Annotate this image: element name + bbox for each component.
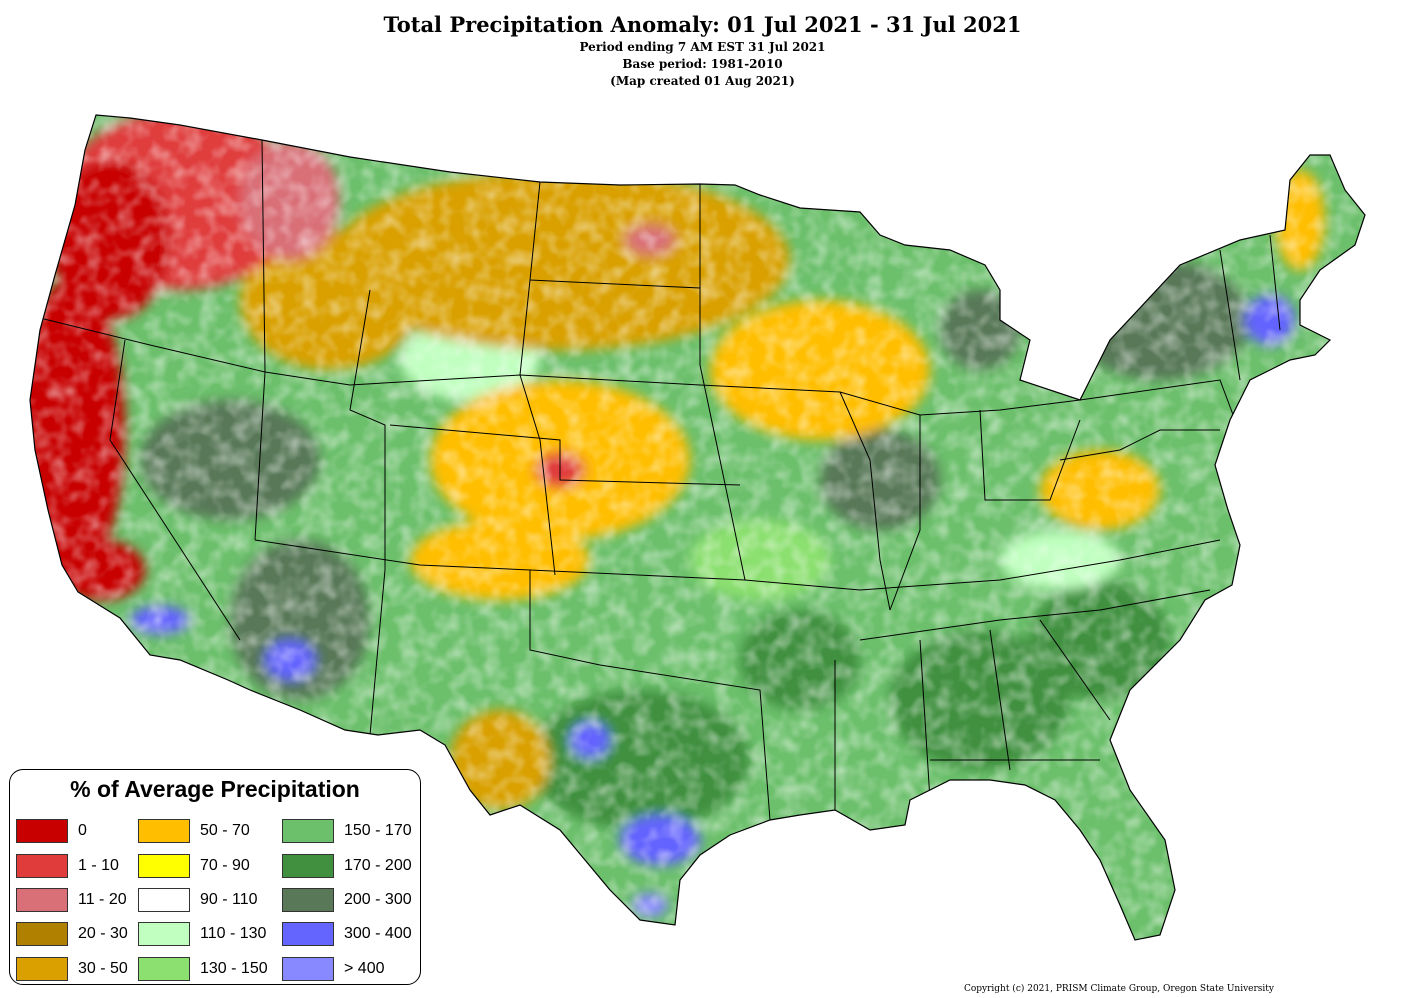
legend-swatch <box>282 888 334 912</box>
boundary-illinois-indiana <box>889 415 921 611</box>
legend-label: 20 - 30 <box>78 925 128 942</box>
legend-label: 170 - 200 <box>344 857 412 874</box>
boundary-wyoming-utah <box>349 289 386 570</box>
legend-swatch <box>138 854 190 878</box>
legend-title: % of Average Precipitation <box>70 776 360 802</box>
legend-swatch <box>138 922 190 946</box>
legend-swatch <box>282 854 334 878</box>
boundary-al-ga <box>989 629 1011 771</box>
state-boundaries <box>39 139 1281 821</box>
boundary-indiana-ohio <box>979 409 1081 501</box>
legend-swatch <box>138 819 190 843</box>
boundary-tn-south <box>859 589 1211 641</box>
legend-swatch <box>282 957 334 981</box>
boundary-iowa-illinois <box>839 391 891 611</box>
period-ending-line: Period ending 7 AM EST 31 Jul 2021 <box>579 40 826 54</box>
boundary-kentucky-tn <box>859 539 1221 591</box>
legend-label: 90 - 110 <box>200 891 258 908</box>
legend-swatch <box>16 888 68 912</box>
legend-label: 150 - 170 <box>344 822 412 839</box>
legend-swatch <box>16 957 68 981</box>
boundary-ca-nv <box>109 339 241 641</box>
boundary-ga-sc <box>1039 619 1111 721</box>
legend: % of Average Precipitation 0 1 - 10 11 - 2… <box>9 769 421 985</box>
boundary-co-ks <box>389 424 741 486</box>
boundary-ny-vt <box>1219 249 1241 381</box>
copyright-notice: Copyright (c) 2021, PRISM Climate Group,… <box>963 984 1274 994</box>
legend-label: 11 - 20 <box>78 891 127 908</box>
legend-label: 70 - 90 <box>200 857 250 874</box>
legend-swatch <box>16 854 68 878</box>
legend-label: 130 - 150 <box>200 960 268 977</box>
base-period-line: Base period: 1981-2010 <box>622 57 783 71</box>
boundary-wv-va <box>1059 429 1220 461</box>
legend-label: 110 - 130 <box>200 925 267 942</box>
legend-label: 300 - 400 <box>344 925 412 942</box>
map-title: Total Precipitation Anomaly: 01 Jul 2021… <box>383 12 1022 37</box>
legend-swatch <box>16 819 68 843</box>
legend-swatch <box>138 888 190 912</box>
boundary-nh-me <box>1269 234 1281 331</box>
legend-label: 30 - 50 <box>78 960 128 977</box>
boundary-line-1 <box>39 317 1081 416</box>
boundary-ok-tx <box>529 570 771 821</box>
legend-label: 0 <box>78 822 87 839</box>
boundary-idaho-nevada <box>254 139 266 541</box>
legend-label: 1 - 10 <box>78 857 119 874</box>
legend-label: 50 - 70 <box>200 822 250 839</box>
boundary-ms-al <box>919 639 931 801</box>
map-created-line: (Map created 01 Aug 2021) <box>610 74 795 88</box>
legend-swatch <box>16 922 68 946</box>
boundary-pa-ny <box>1079 379 1236 421</box>
legend-swatch <box>138 957 190 981</box>
legend-swatch <box>282 922 334 946</box>
legend-swatch <box>282 819 334 843</box>
boundary-az-nm <box>369 569 386 736</box>
boundary-dakotas-west <box>519 181 556 576</box>
legend-label: 200 - 300 <box>344 891 412 908</box>
legend-label: > 400 <box>344 960 385 977</box>
